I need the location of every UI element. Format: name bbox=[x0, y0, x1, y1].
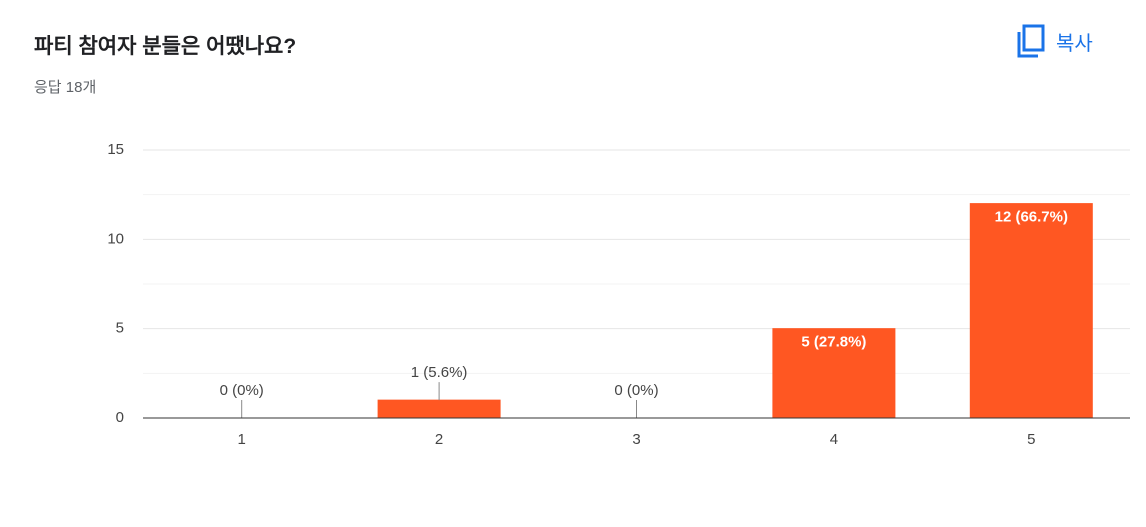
response-count: 응답 18개 bbox=[34, 79, 97, 96]
data-label: 0 (0%) bbox=[614, 382, 658, 399]
y-tick-label: 15 bbox=[107, 141, 124, 158]
y-tick-label: 10 bbox=[107, 230, 124, 247]
x-tick-label: 1 bbox=[238, 431, 246, 448]
data-label: 5 (27.8%) bbox=[801, 334, 866, 351]
bar bbox=[969, 203, 1093, 419]
bar bbox=[772, 328, 896, 419]
data-label: 12 (66.7%) bbox=[995, 209, 1068, 226]
data-label: 0 (0%) bbox=[220, 382, 264, 399]
x-tick-label: 5 bbox=[1027, 431, 1035, 448]
x-tick-label: 4 bbox=[830, 431, 838, 448]
data-label: 1 (5.6%) bbox=[411, 364, 468, 381]
x-tick-label: 3 bbox=[632, 431, 640, 448]
y-tick-label: 5 bbox=[116, 320, 124, 337]
question-title: 파티 참여자 분들은 어땠나요? bbox=[34, 35, 297, 58]
copy-icon bbox=[1017, 24, 1045, 58]
y-tick-label: 0 bbox=[116, 409, 124, 426]
x-tick-label: 2 bbox=[435, 431, 443, 448]
bar bbox=[377, 399, 501, 419]
copy-button[interactable]: 복사 bbox=[1016, 24, 1093, 58]
copy-label: 복사 bbox=[1056, 32, 1093, 55]
